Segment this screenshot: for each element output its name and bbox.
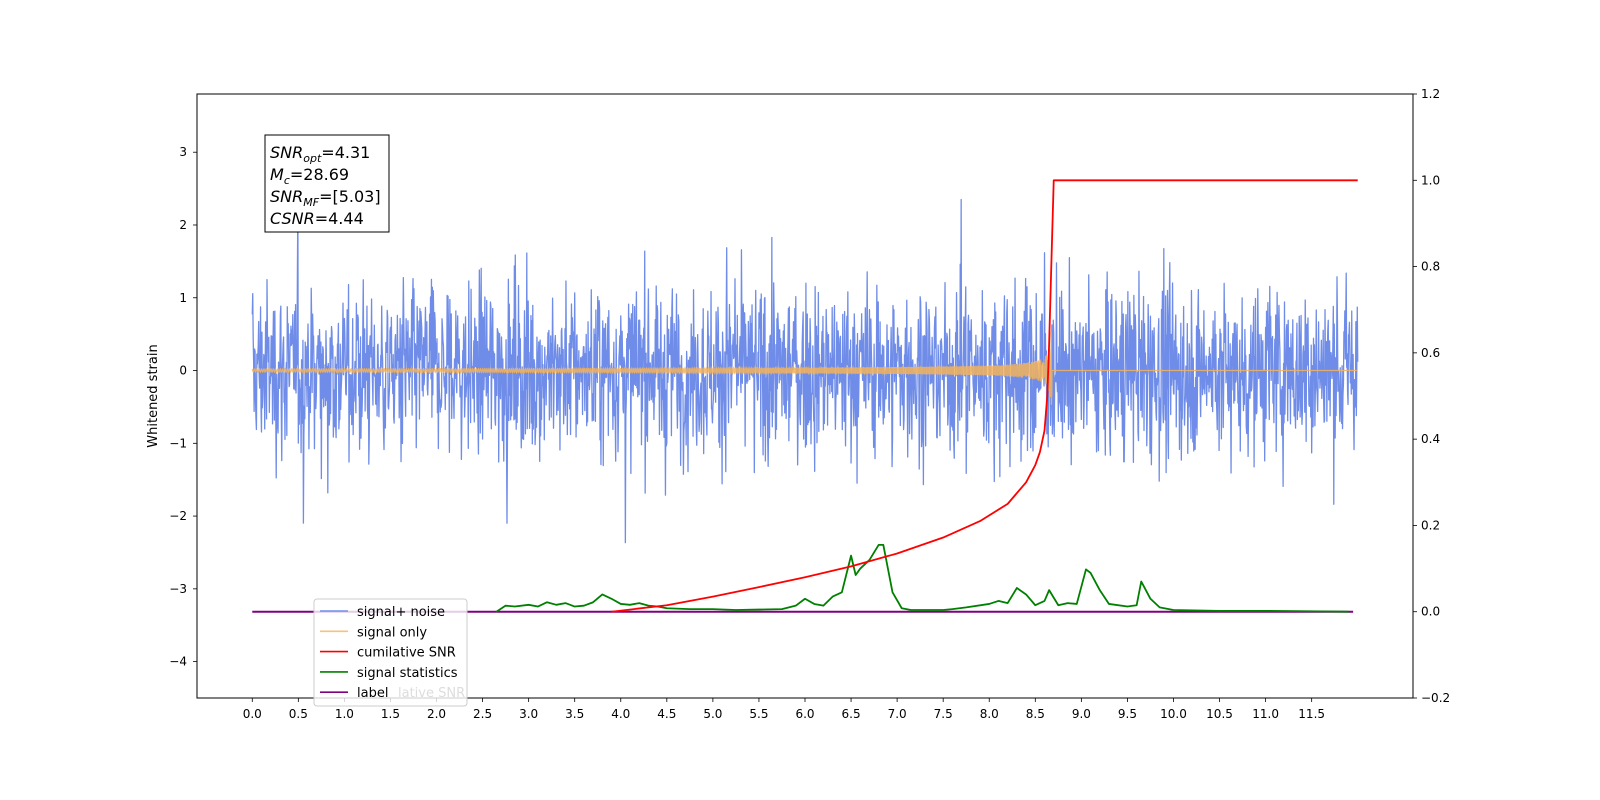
x-tick-label: 9.5 bbox=[1118, 707, 1137, 721]
info-symbol: M bbox=[270, 165, 284, 184]
info-line: SNRopt=4.31 bbox=[270, 143, 370, 165]
y-left-tick-label: 2 bbox=[179, 218, 187, 232]
legend-frame bbox=[313, 598, 468, 707]
y-left-tick-label: −2 bbox=[169, 509, 187, 523]
x-tick-label: 2.5 bbox=[473, 707, 492, 721]
info-symbol: SNR bbox=[270, 187, 303, 206]
y-right-tick-label: 0.2 bbox=[1421, 518, 1440, 532]
legend-label: signal only bbox=[357, 625, 427, 640]
x-tick-label: 1.0 bbox=[335, 707, 354, 721]
legend-label: signal statistics bbox=[357, 666, 458, 681]
x-tick-label: 11.5 bbox=[1298, 707, 1325, 721]
x-tick-label: 9.0 bbox=[1072, 707, 1091, 721]
info-subscript: opt bbox=[303, 152, 322, 165]
info-value: =28.69 bbox=[290, 165, 349, 184]
y-right-tick-label: 0.4 bbox=[1421, 432, 1440, 446]
x-tick-label: 4.5 bbox=[657, 707, 676, 721]
x-tick-label: 7.5 bbox=[934, 707, 953, 721]
info-symbol: CSNR bbox=[270, 209, 315, 228]
y-right-tick-label: 0.8 bbox=[1421, 260, 1440, 274]
info-subscript: c bbox=[284, 174, 290, 187]
series-signal-statistics bbox=[495, 543, 1349, 613]
x-tick-label: 2.0 bbox=[427, 707, 446, 721]
x-tick-label: 3.0 bbox=[519, 707, 538, 721]
x-tick-label: 10.5 bbox=[1206, 707, 1233, 721]
x-tick-label: 10.0 bbox=[1160, 707, 1187, 721]
y-axis-left: 3 2 1 0 −1 −2 −3 −4 bbox=[169, 145, 197, 669]
x-tick-label: 6.0 bbox=[795, 707, 814, 721]
info-box-frame bbox=[264, 134, 390, 233]
y-left-tick-label: −3 bbox=[169, 582, 187, 596]
legend: lative SNR signal+ noise signal only cumil… bbox=[313, 598, 468, 707]
y-right-tick-label: 1.0 bbox=[1421, 173, 1440, 187]
x-tick-label: 3.5 bbox=[565, 707, 584, 721]
y-left-tick-label: 0 bbox=[179, 364, 187, 378]
x-tick-label: 5.5 bbox=[749, 707, 768, 721]
legend-label: signal+ noise bbox=[357, 605, 445, 620]
x-tick-label: 6.5 bbox=[842, 707, 861, 721]
legend-label: cumilative SNR bbox=[357, 646, 456, 661]
series-signal-only bbox=[251, 331, 1358, 405]
legend-label: label bbox=[357, 686, 388, 701]
x-tick-label: 7.0 bbox=[888, 707, 907, 721]
x-tick-label: 8.0 bbox=[980, 707, 999, 721]
x-tick-label: 4.0 bbox=[611, 707, 630, 721]
info-symbol: SNR bbox=[270, 143, 303, 162]
x-tick-label: 0.5 bbox=[289, 707, 308, 721]
series-cumulative-snr bbox=[611, 179, 1358, 613]
series-signal-noise bbox=[251, 198, 1359, 544]
y-axis-right: 1.2 1.0 0.8 0.6 0.4 0.2 0.0 −0.2 bbox=[1413, 87, 1450, 705]
y-right-tick-label: 0.0 bbox=[1421, 605, 1440, 619]
info-value: =4.44 bbox=[315, 209, 364, 228]
y-left-tick-label: −1 bbox=[169, 436, 187, 450]
y-left-tick-label: 3 bbox=[179, 145, 187, 159]
x-tick-label: 0.0 bbox=[243, 707, 262, 721]
x-axis: 0.0 0.5 1.0 1.5 2.0 2.5 3.0 3.5 4.0 4.5 5.0 5.5 6.0 6… bbox=[243, 698, 1325, 721]
legend-ghost-text: lative SNR bbox=[398, 686, 465, 701]
info-subscript: MF bbox=[303, 196, 319, 209]
y-left-tick-label: 1 bbox=[179, 291, 187, 305]
y-right-tick-label: 1.2 bbox=[1421, 87, 1440, 101]
info-line: SNRMF=[5.03] bbox=[270, 187, 381, 209]
info-value: =4.31 bbox=[321, 143, 370, 162]
x-tick-label: 5.0 bbox=[703, 707, 722, 721]
y-right-tick-label: 0.6 bbox=[1421, 346, 1440, 360]
x-tick-label: 8.5 bbox=[1026, 707, 1045, 721]
x-tick-label: 11.0 bbox=[1252, 707, 1279, 721]
y-right-tick-label: −0.2 bbox=[1421, 691, 1450, 705]
y-left-tick-label: −4 bbox=[169, 655, 187, 669]
y-axis-label: Whitened strain bbox=[146, 344, 161, 447]
info-line: Mc=28.69 bbox=[270, 165, 349, 187]
x-tick-label: 1.5 bbox=[381, 707, 400, 721]
info-value: =[5.03] bbox=[319, 187, 381, 206]
info-line: CSNR=4.44 bbox=[270, 209, 364, 228]
